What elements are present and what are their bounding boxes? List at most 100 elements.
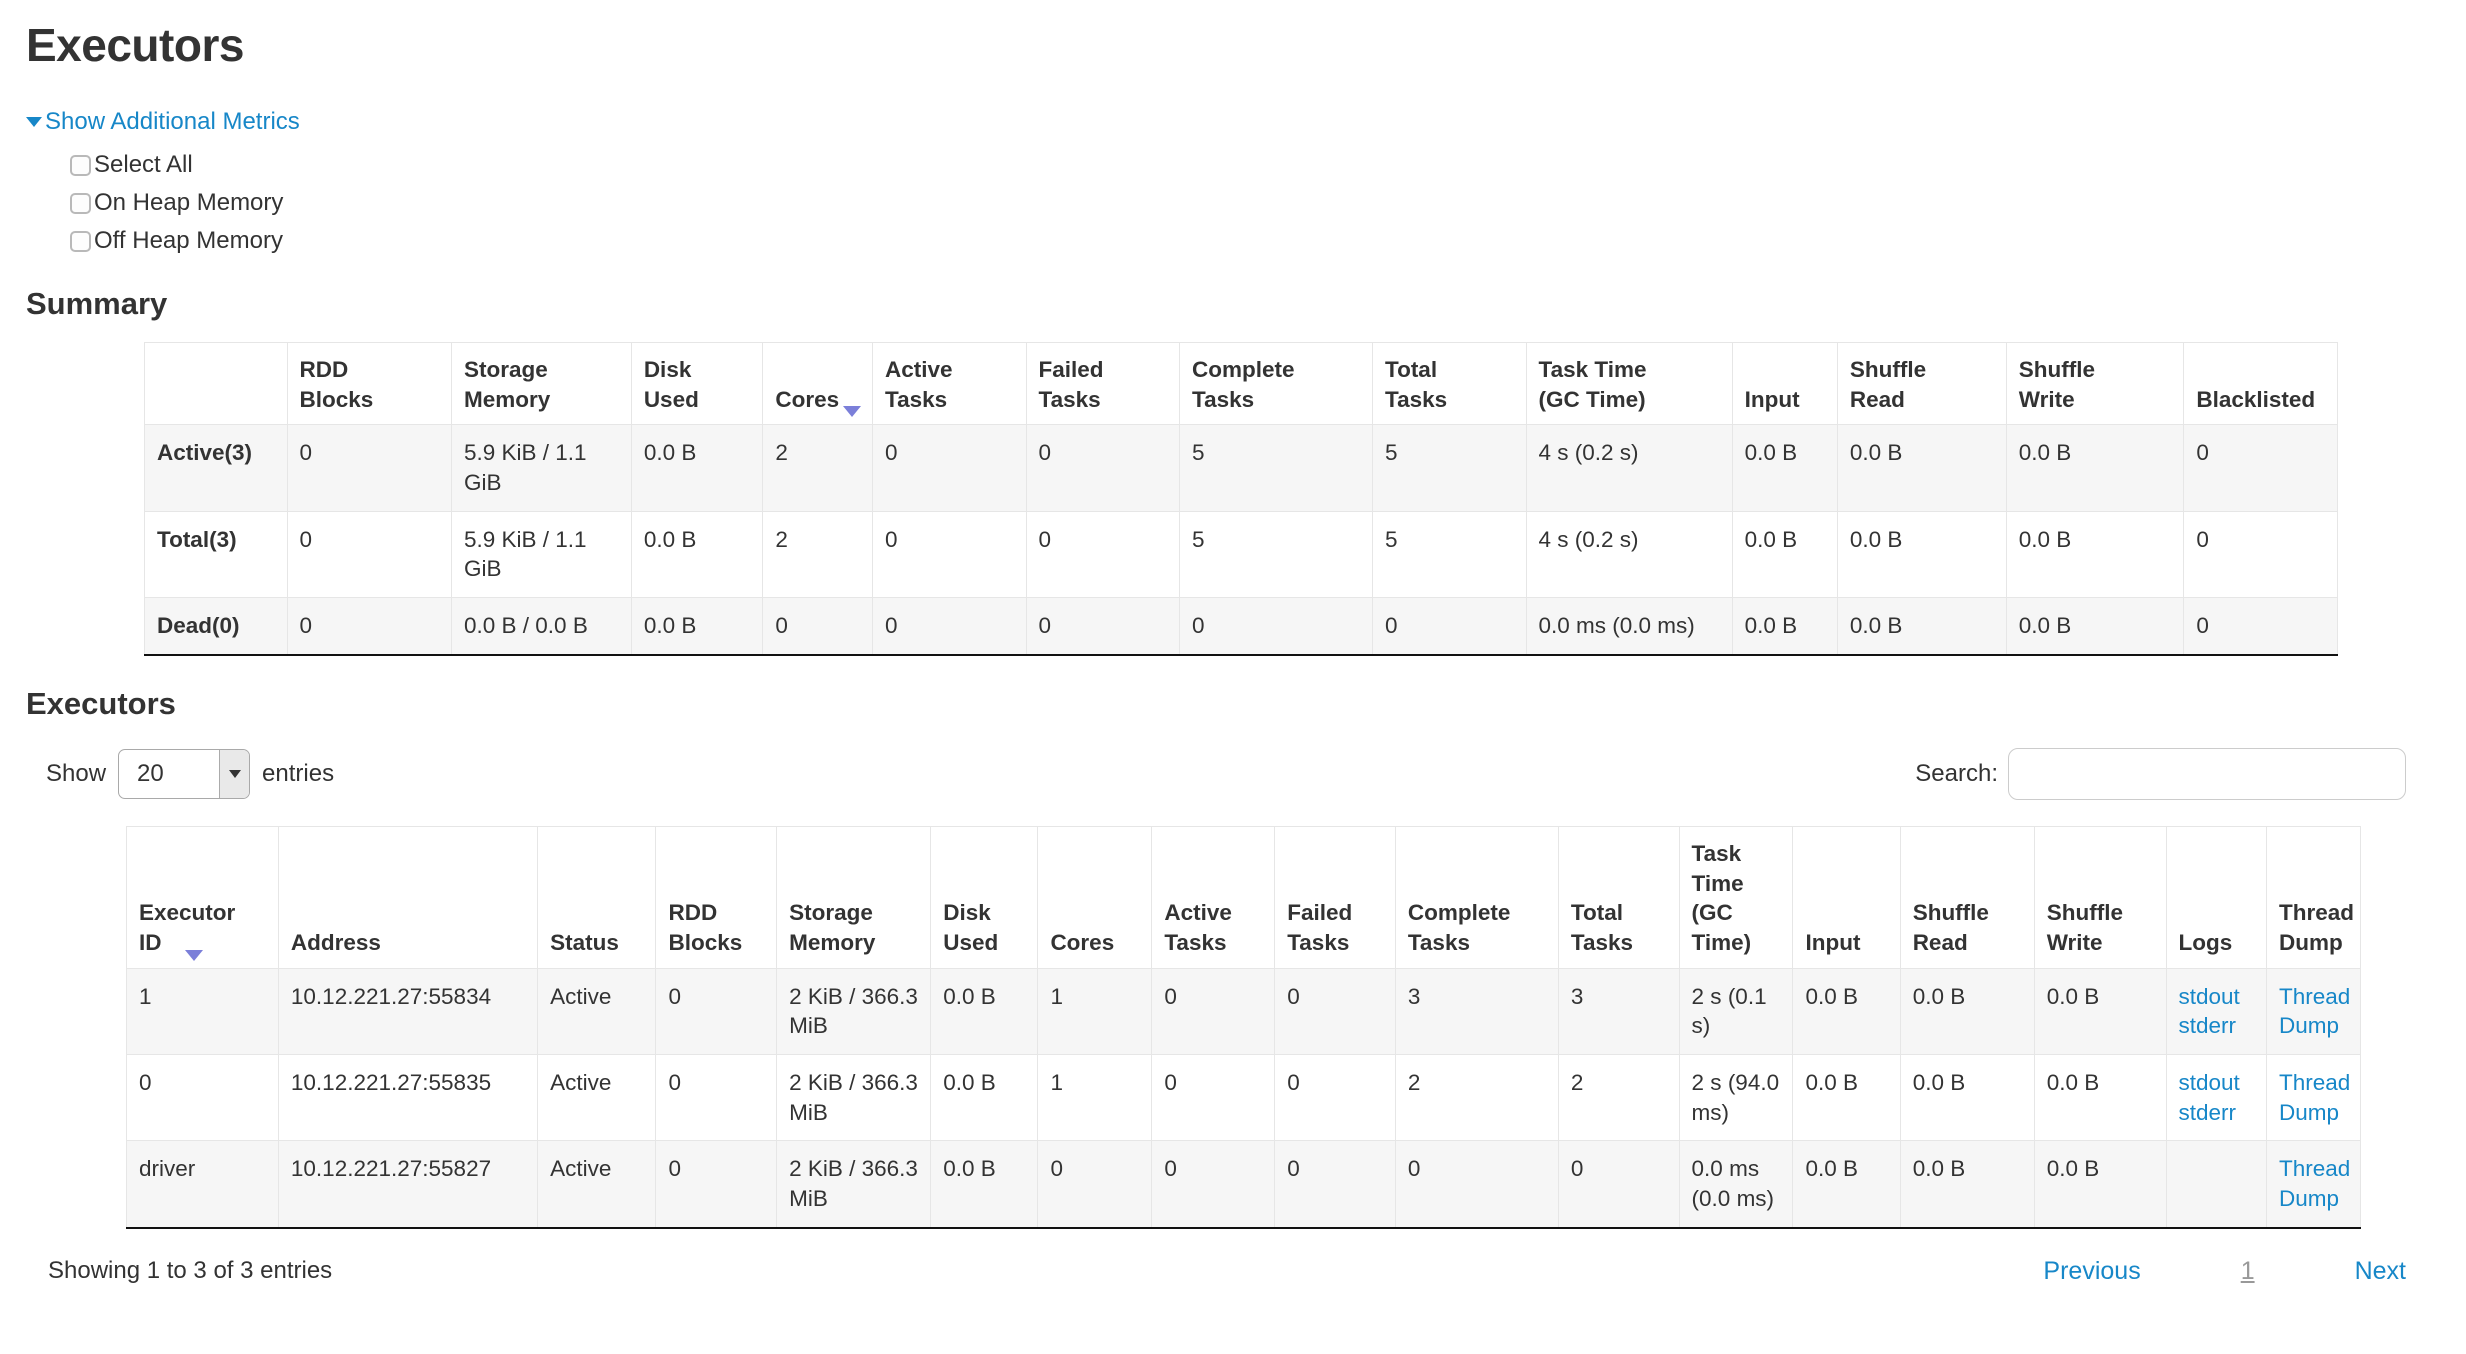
executors-table: Executor ID Address Status RDD Blocks Stor…	[126, 825, 2361, 1229]
off-heap-memory-checkbox[interactable]	[70, 230, 91, 252]
cell-executor-id: driver	[126, 1140, 279, 1229]
cell-total-tasks: 3	[1557, 967, 1680, 1055]
col-input[interactable]: Input	[1792, 825, 1901, 969]
summary-col-disk-used[interactable]: Disk Used	[630, 341, 764, 426]
cell: 0.0 B	[1836, 424, 2007, 512]
summary-col-rowlabel	[144, 341, 288, 426]
summary-col-shuffle-read[interactable]: Shuffle Read	[1836, 341, 2007, 426]
cell: 0	[872, 597, 1027, 656]
entries-label: entries	[262, 759, 335, 787]
cell-shuffle-write: 0.0 B	[2033, 1140, 2167, 1229]
thread-dump-link[interactable]: Thread Dump	[2279, 1069, 2351, 1125]
summary-col-task-time[interactable]: Task Time (GC Time)	[1525, 341, 1733, 426]
table-controls: Show 20 entries Search:	[46, 747, 2406, 800]
cell-input: 0.0 B	[1792, 1140, 1901, 1229]
additional-metrics-panel: Show Additional Metrics Select All On He…	[26, 108, 2440, 260]
summary-col-complete-tasks[interactable]: Complete Tasks	[1179, 341, 1373, 426]
executors-section: Executors Show 20 entries Search:	[26, 686, 2440, 1286]
executor-row: driver 10.12.221.27:55827 Active 0 2 KiB…	[126, 1140, 2361, 1229]
col-active-tasks[interactable]: Active Tasks	[1151, 825, 1276, 969]
summary-col-rdd-blocks[interactable]: RDD Blocks	[286, 341, 453, 426]
col-logs[interactable]: Logs	[2165, 825, 2268, 969]
cell: 0	[1025, 424, 1181, 512]
col-executor-id[interactable]: Executor ID	[126, 825, 279, 969]
col-complete-tasks[interactable]: Complete Tasks	[1394, 825, 1559, 969]
cell: 0	[872, 510, 1027, 599]
cell-storage-memory: 2 KiB / 366.3 MiB	[776, 967, 932, 1055]
select-all-checkbox[interactable]	[70, 154, 91, 176]
cell-thread-dump: Thread Dump	[2266, 1053, 2361, 1142]
search-input[interactable]	[2008, 747, 2406, 800]
cell: 5	[1179, 510, 1373, 599]
cell: 4 s (0.2 s)	[1525, 424, 1733, 512]
cell: 0.0 ms (0.0 ms)	[1525, 597, 1733, 656]
cell-executor-id: 1	[126, 967, 279, 1055]
cell-shuffle-read: 0.0 B	[1899, 1140, 2035, 1229]
cell-status: Active	[537, 1053, 657, 1142]
cell-status: Active	[537, 1140, 657, 1229]
on-heap-memory-checkbox[interactable]	[70, 192, 91, 214]
sort-down-icon	[843, 406, 862, 418]
col-address[interactable]: Address	[277, 825, 539, 969]
page-length-value: 20	[137, 759, 164, 787]
cell-shuffle-read: 0.0 B	[1899, 967, 2035, 1055]
cell-cores: 1	[1037, 967, 1153, 1055]
show-label: Show	[46, 759, 107, 787]
summary-col-total-tasks[interactable]: Total Tasks	[1372, 341, 1527, 426]
col-cores[interactable]: Cores	[1037, 825, 1153, 969]
cell-active-tasks: 0	[1151, 967, 1276, 1055]
next-page-button[interactable]: Next	[2354, 1256, 2406, 1285]
cell-thread-dump: Thread Dump	[2266, 967, 2361, 1055]
summary-col-active-tasks[interactable]: Active Tasks	[872, 341, 1027, 426]
cell: 2	[762, 424, 874, 512]
stdout-link[interactable]: stdout	[2178, 983, 2240, 1009]
cell-input: 0.0 B	[1792, 1053, 1901, 1142]
executor-row: 1 10.12.221.27:55834 Active 0 2 KiB / 36…	[126, 967, 2361, 1055]
search-label: Search:	[1915, 759, 1998, 787]
previous-page-button[interactable]: Previous	[2043, 1256, 2141, 1285]
summary-table: RDD Blocks Storage Memory Disk Used Cores A…	[144, 341, 2338, 656]
cell-storage-memory: 2 KiB / 366.3 MiB	[776, 1140, 932, 1229]
col-status[interactable]: Status	[537, 825, 657, 969]
summary-col-input[interactable]: Input	[1731, 341, 1838, 426]
executors-header-row: Executor ID Address Status RDD Blocks Stor…	[126, 825, 2361, 969]
summary-col-storage-memory[interactable]: Storage Memory	[451, 341, 632, 426]
summary-col-failed-tasks[interactable]: Failed Tasks	[1025, 341, 1181, 426]
summary-col-cores[interactable]: Cores	[762, 341, 874, 426]
col-disk-used[interactable]: Disk Used	[930, 825, 1039, 969]
col-shuffle-write[interactable]: Shuffle Write	[2033, 825, 2167, 969]
thread-dump-link[interactable]: Thread Dump	[2279, 1156, 2351, 1211]
thread-dump-link[interactable]: Thread Dump	[2279, 983, 2351, 1039]
page-number-1[interactable]: 1	[2240, 1256, 2255, 1285]
col-total-tasks[interactable]: Total Tasks	[1557, 825, 1680, 969]
page-length-control: Show 20 entries	[46, 748, 335, 799]
page-title: Executors	[26, 19, 244, 71]
col-rdd-blocks[interactable]: RDD Blocks	[655, 825, 778, 969]
metric-option-on-heap: On Heap Memory	[70, 184, 2440, 222]
cell: 5	[1372, 424, 1527, 512]
caret-down-icon	[26, 117, 42, 127]
cell-cores: 1	[1037, 1053, 1153, 1142]
col-storage-memory[interactable]: Storage Memory	[776, 825, 932, 969]
cell: 0	[1179, 597, 1373, 656]
col-shuffle-read[interactable]: Shuffle Read	[1899, 825, 2035, 969]
stderr-link[interactable]: stderr	[2178, 1099, 2237, 1125]
cell-cores: 0	[1037, 1140, 1153, 1229]
executor-row: 0 10.12.221.27:55835 Active 0 2 KiB / 36…	[126, 1053, 2361, 1142]
summary-col-shuffle-write[interactable]: Shuffle Write	[2005, 341, 2185, 426]
cell-disk-used: 0.0 B	[930, 967, 1039, 1055]
summary-table-container: RDD Blocks Storage Memory Disk Used Cores A…	[144, 341, 2338, 656]
entries-info: Showing 1 to 3 of 3 entries	[48, 1257, 333, 1285]
col-failed-tasks[interactable]: Failed Tasks	[1274, 825, 1396, 969]
stdout-link[interactable]: stdout	[2178, 1069, 2240, 1095]
page-length-select[interactable]: 20	[118, 748, 251, 799]
show-additional-metrics-toggle[interactable]: Show Additional Metrics	[26, 108, 300, 136]
cell: 0.0 B	[1731, 510, 1838, 599]
cell-rdd-blocks: 0	[655, 967, 778, 1055]
col-task-time[interactable]: Task Time (GC Time)	[1678, 825, 1794, 969]
col-thread-dump[interactable]: Thread Dump	[2266, 825, 2361, 969]
stderr-link[interactable]: stderr	[2178, 1013, 2237, 1039]
cell: 0.0 B	[2005, 510, 2185, 599]
summary-col-blacklisted[interactable]: Blacklisted	[2183, 341, 2338, 426]
metric-option-label: On Heap Memory	[94, 189, 284, 216]
